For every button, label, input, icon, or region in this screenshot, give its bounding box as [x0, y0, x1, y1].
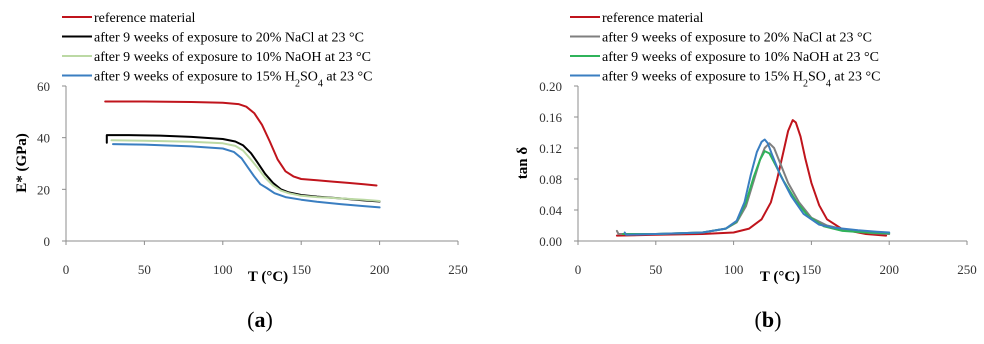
y-tick-label: 0: [44, 234, 51, 249]
x-axis-label: T (°C): [248, 269, 288, 285]
x-tick-label: 200: [879, 262, 899, 277]
y-tick-label: 0.08: [539, 172, 562, 187]
series-line-3: [623, 138, 891, 236]
y-tick-label: 0.16: [539, 110, 562, 125]
x-tick-label: 150: [802, 262, 822, 277]
legend-entry: after 9 weeks of exposure to 20% NaCl at…: [602, 31, 872, 46]
x-axis-label: T (°C): [760, 269, 800, 285]
series-line-0: [615, 119, 888, 237]
y-tick-label: 40: [37, 131, 50, 146]
chart-panel-b: 0 50 100 150 200 250 0.00 0.04 0.08 0.12 0.16 0.20 r…: [515, 11, 977, 332]
legend-entry: after 9 weeks of exposure to 20% NaCl at…: [94, 31, 364, 46]
x-tick-label: 150: [291, 262, 311, 277]
x-tick-label: 50: [138, 262, 151, 277]
x-tick-label: 50: [649, 262, 662, 277]
legend-entry: after 9 weeks of exposure to 15% H2SO4 a…: [94, 70, 372, 90]
series-line-2: [622, 150, 891, 235]
x-tick-label: 0: [63, 262, 70, 277]
y-tick-label: 60: [37, 79, 50, 94]
y-tick-label: 0.00: [539, 234, 562, 249]
y-tick-label: 20: [37, 182, 50, 197]
y-tick-label: 0.20: [539, 79, 562, 94]
legend-entry: reference material: [602, 11, 704, 26]
series-line-1: [615, 142, 891, 235]
legend-entry: after 9 weeks of exposure to 15% H2SO4 a…: [602, 70, 880, 90]
panel-label: (a): [247, 307, 273, 332]
series-line-3: [112, 143, 381, 209]
panel-label: (b): [755, 307, 782, 332]
y-axis-label: E* (GPa): [14, 133, 30, 193]
x-tick-label: 200: [370, 262, 390, 277]
x-tick-label: 100: [213, 262, 233, 277]
chart-panel-a: 0 50 100 150 200 250 0 20 40 60 reference material…: [14, 11, 468, 332]
y-axis-label: tan δ: [515, 147, 531, 180]
x-tick-label: 250: [448, 262, 468, 277]
x-tick-label: 100: [724, 262, 744, 277]
legend-entry: after 9 weeks of exposure to 10% NaOH at…: [94, 50, 371, 65]
legend-entry: after 9 weeks of exposure to 10% NaOH at…: [602, 50, 879, 65]
x-tick-label: 250: [957, 262, 977, 277]
legend: reference material after 9 weeks of expos…: [62, 11, 372, 89]
series-line-2: [110, 139, 381, 202]
x-tick-label: 0: [575, 262, 582, 277]
legend: reference material after 9 weeks of expos…: [570, 11, 880, 89]
y-tick-label: 0.04: [539, 203, 562, 218]
y-tick-label: 0.12: [539, 141, 562, 156]
series-line-0: [104, 100, 378, 187]
legend-entry: reference material: [94, 11, 196, 26]
